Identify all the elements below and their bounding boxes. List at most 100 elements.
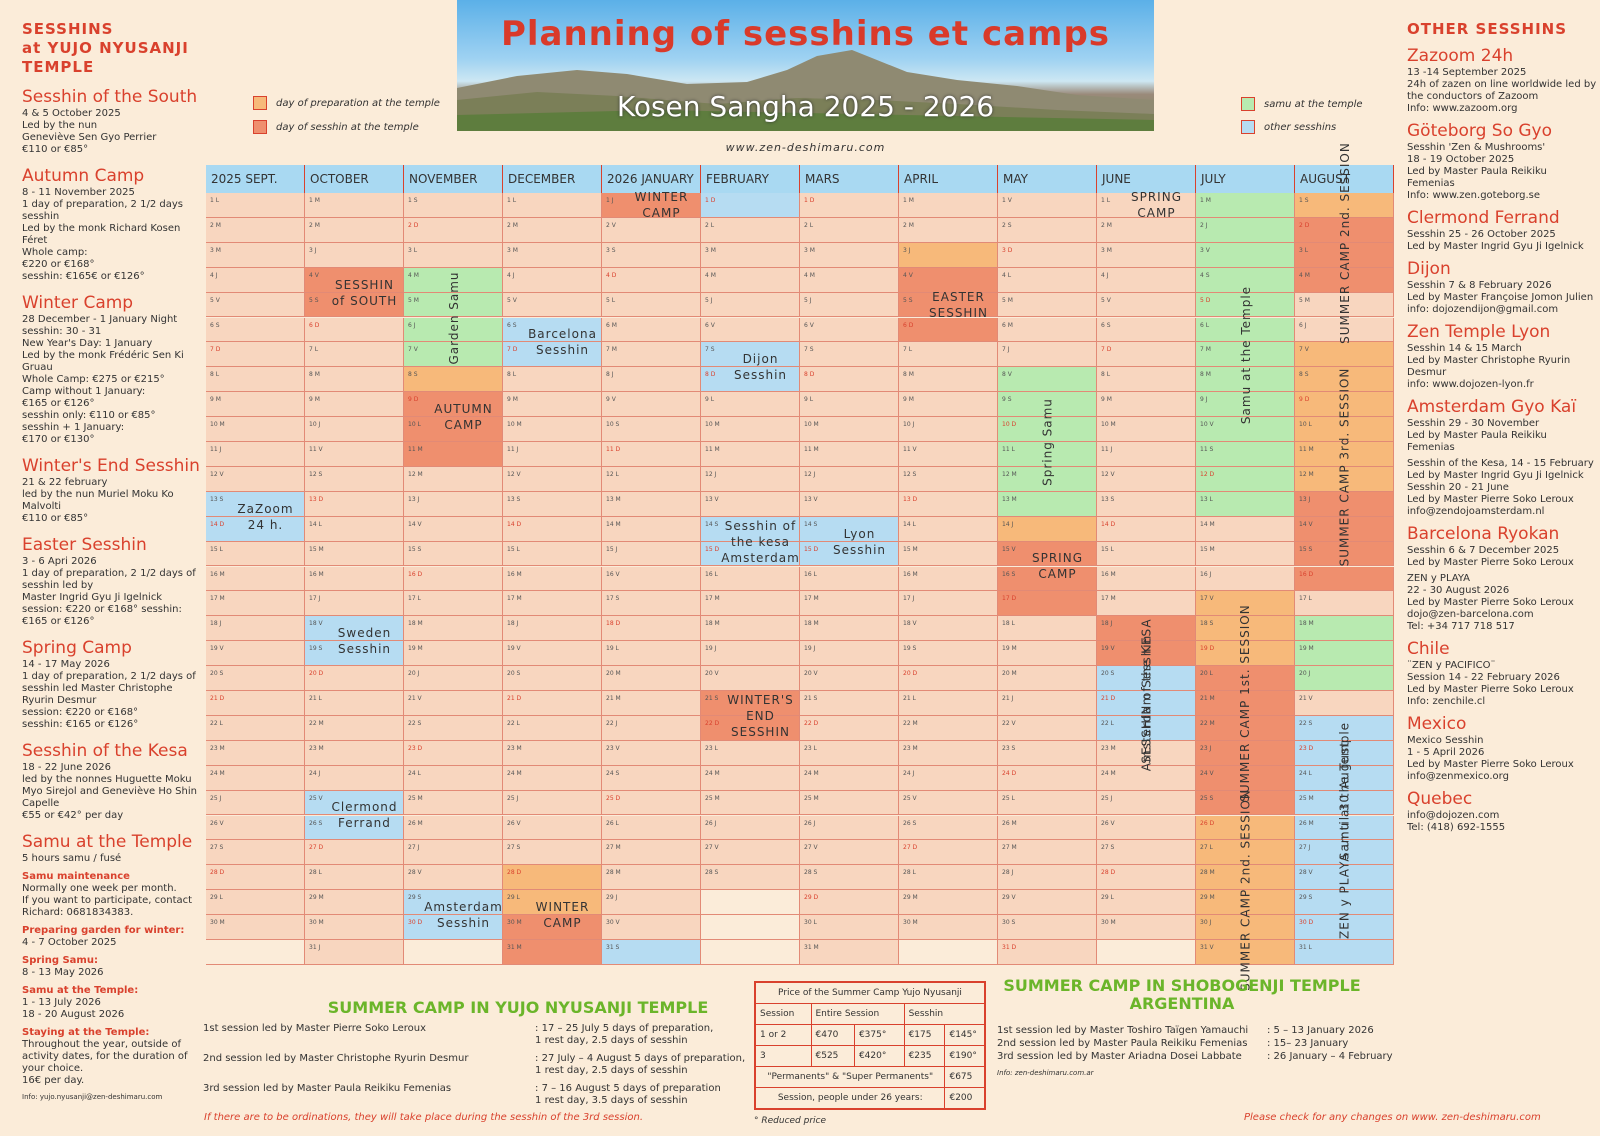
legend-samu: samu at the temple	[1241, 97, 1363, 111]
day-cell: 30 V	[602, 915, 701, 940]
day-cell: 20 V	[800, 666, 899, 691]
day-cell: 20 J	[404, 666, 503, 691]
day-cell: 27 L	[1196, 840, 1295, 866]
day-cell: 26 D	[1196, 815, 1295, 841]
temple-event-body: 14 - 17 May 2026 1 day of preparation, 2…	[22, 659, 196, 730]
day-cell: 7 D	[1097, 342, 1196, 368]
day-cell: 5 V	[503, 292, 602, 318]
calendar-event: Amsterdam Sesshin	[424, 900, 503, 931]
day-cell: 6 M	[602, 317, 701, 343]
other-sesshin: Zen Temple Lyon Sesshin 14 & 15 March Led…	[1407, 322, 1597, 391]
day-cell: 15 D	[800, 541, 899, 567]
day-cell: 14 M	[602, 516, 701, 542]
day-cell: 22 L	[1097, 715, 1196, 741]
day-cell: 9 M	[503, 392, 602, 418]
summer-camp-shobogenji-title: SUMMER CAMP IN SHOBOGENJI TEMPLE ARGENTI…	[1003, 976, 1361, 1013]
samu-item-title: Staying at the Temple:	[22, 1027, 150, 1038]
calendar-event: Amsterdam Sesshin	[1139, 635, 1154, 772]
month-header: JUNE	[1097, 165, 1196, 193]
day-cell: 28 J	[998, 865, 1097, 891]
day-cell: 12 M	[998, 466, 1097, 492]
day-cell: 27 M	[998, 840, 1097, 866]
calendar-event: SPRING CAMP	[1031, 551, 1083, 582]
day-cell: 14 D	[1097, 516, 1196, 542]
day-cell: 7 L	[899, 342, 998, 368]
temple-event-title: Winter's End Sesshin	[22, 456, 200, 476]
day-cell	[701, 890, 800, 916]
day-cell: 17 M	[206, 591, 305, 617]
day-cell: 19 S	[305, 641, 404, 667]
calendar-event: AUTUMN CAMP	[434, 402, 493, 433]
day-cell: 20 V	[701, 666, 800, 691]
day-cell: 17 M	[503, 591, 602, 617]
calendar-event: Dijon Sesshin	[733, 352, 788, 383]
right-column: OTHER SESSHINS Zazoom 24h 13 -14 Septembe…	[1407, 20, 1597, 840]
legend-sesshin: day of sesshin at the temple	[253, 120, 419, 134]
day-cell: 10 D	[998, 417, 1097, 442]
day-cell: 13 S	[503, 491, 602, 517]
day-cell: 12 V	[1097, 466, 1196, 492]
day-cell: 12 J	[701, 466, 800, 492]
day-cell: 16 M	[899, 566, 998, 592]
day-cell: 18 M	[701, 616, 800, 642]
day-cell: 31 M	[503, 940, 602, 965]
day-cell: 26 S	[899, 815, 998, 841]
day-cell: 20 M	[602, 666, 701, 691]
month-header: DECEMBER	[503, 165, 602, 193]
day-cell: 28 M	[602, 865, 701, 891]
day-cell: 24 M	[701, 765, 800, 791]
day-cell: 5 V	[1097, 292, 1196, 318]
calendar-event: SUMMER CAMP 3rd. SESSION	[1337, 367, 1352, 567]
day-cell: 19 D	[1196, 641, 1295, 667]
day-cell: 20 D	[305, 666, 404, 691]
day-cell: 9 D	[1295, 392, 1394, 418]
day-cell: 18 M	[800, 616, 899, 642]
site-url[interactable]: www.zen-deshimaru.com	[725, 141, 886, 154]
day-cell: 15 L	[206, 541, 305, 567]
day-cell: 27 S	[503, 840, 602, 866]
other-sesshin: Clermond Ferrand Sesshin 25 - 26 October …	[1407, 208, 1597, 253]
day-cell: 25 M	[404, 790, 503, 816]
day-cell: 14 S	[800, 516, 899, 542]
day-cell: 11 M	[701, 442, 800, 467]
month-header: OCTOBER	[305, 165, 404, 193]
day-cell: 11 S	[1196, 442, 1295, 467]
day-cell: 2 M	[1097, 217, 1196, 243]
day-cell: 18 V	[899, 616, 998, 642]
day-cell: 22 S	[1295, 715, 1394, 741]
legend-other: other sesshins	[1241, 120, 1336, 134]
day-cell: 6 V	[701, 317, 800, 343]
day-cell: 13 J	[404, 491, 503, 517]
calendar-event: SUMMER CAMP 1st. SESSION	[1238, 604, 1253, 803]
day-cell: 17 M	[701, 591, 800, 617]
temple-event-title: Autumn Camp	[22, 166, 145, 186]
day-cell: 25 M	[701, 790, 800, 816]
day-cell: 7 S	[701, 342, 800, 368]
day-cell: 31 V	[1196, 940, 1295, 965]
day-cell	[404, 940, 503, 965]
temple-event-title: Winter Camp	[22, 293, 134, 313]
other-sesshin-body: Sesshin 6 & 7 December 2025 Led by Maste…	[1407, 545, 1574, 568]
day-cell: 20 L	[1196, 666, 1295, 691]
day-cell: 5 S	[899, 292, 998, 318]
month-header: NOVEMBER	[404, 165, 503, 193]
day-cell: 26 V	[1097, 815, 1196, 841]
day-cell: 12 M	[1295, 466, 1394, 492]
day-cell: 15 L	[503, 541, 602, 567]
day-cell: 28 V	[1295, 865, 1394, 891]
day-cell: 30 M	[899, 915, 998, 940]
day-cell: 29 J	[602, 890, 701, 916]
day-cell: 8 L	[206, 367, 305, 393]
day-cell: 7 M	[1196, 342, 1295, 368]
other-sesshin: Chile ¨ZEN y PACIFICO¨ Session 14 - 22 Fe…	[1407, 639, 1597, 708]
samu-item-body: 8 - 13 May 2026	[22, 967, 104, 978]
day-cell: 26 M	[404, 815, 503, 841]
day-cell: 28 L	[305, 865, 404, 891]
calendar-event: Lyon Sesshin	[832, 526, 887, 557]
day-cell: 14 L	[305, 516, 404, 542]
legend-swatch-samu	[1241, 97, 1255, 111]
temple-event-body: 3 - 6 Apri 2026 1 day of preparation, 2 …	[22, 556, 196, 627]
day-cell: 1 L	[503, 193, 602, 218]
day-cell: 28 D	[1097, 865, 1196, 891]
day-cell: 5 M	[1295, 292, 1394, 318]
